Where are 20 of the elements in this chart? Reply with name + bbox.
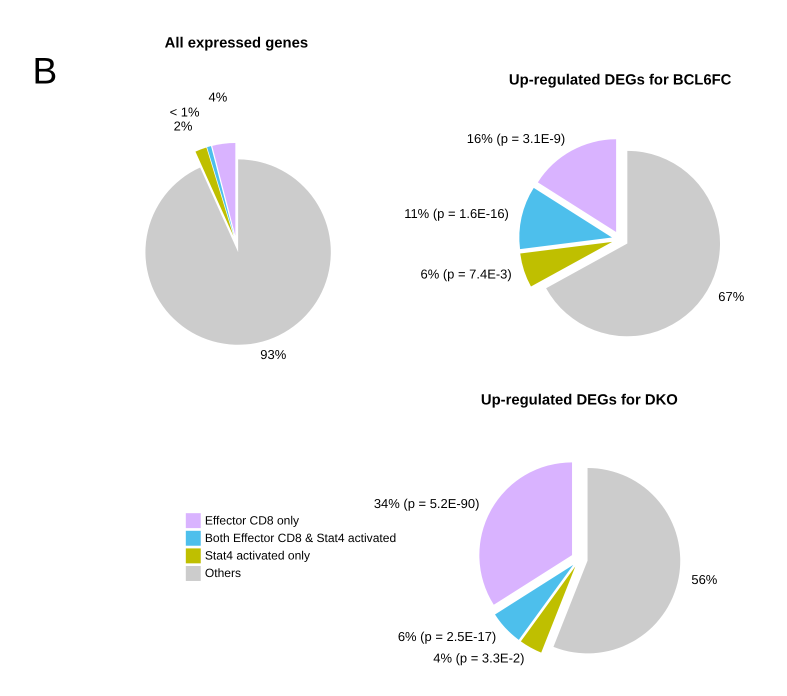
legend-label: Effector CD8 only <box>204 513 300 528</box>
data-label: 34% (p = 5.2E-90) <box>374 496 480 511</box>
data-label: 11% (p = 1.6E-16) <box>404 206 509 222</box>
data-label: 16% (p = 3.1E-9) <box>466 131 566 146</box>
data-label: < 1% <box>170 104 200 120</box>
legend-label: Both Effector CD8 & Stat4 activated <box>204 530 396 545</box>
text: B <box>32 50 58 92</box>
data-label: 93% <box>260 347 287 362</box>
data-label: 2% <box>174 118 193 134</box>
chart-title: Up-regulated DEGs for DKO <box>480 392 678 408</box>
legend-label: Others <box>204 566 242 580</box>
chart-title: Up-regulated DEGs for BCL6FC <box>508 72 732 89</box>
data-label: 56% <box>691 572 718 588</box>
data-label: 67% <box>718 289 745 304</box>
legend-label: Stat4 activated only <box>204 548 310 563</box>
data-label: 4% <box>208 89 228 104</box>
data-label: 6% (p = 2.5E-17) <box>398 628 496 644</box>
data-label: 6% (p = 7.4E-3) <box>420 266 512 282</box>
chart-title: All expressed genes <box>164 35 308 52</box>
data-label: 4% (p = 3.3E-2) <box>433 650 524 666</box>
